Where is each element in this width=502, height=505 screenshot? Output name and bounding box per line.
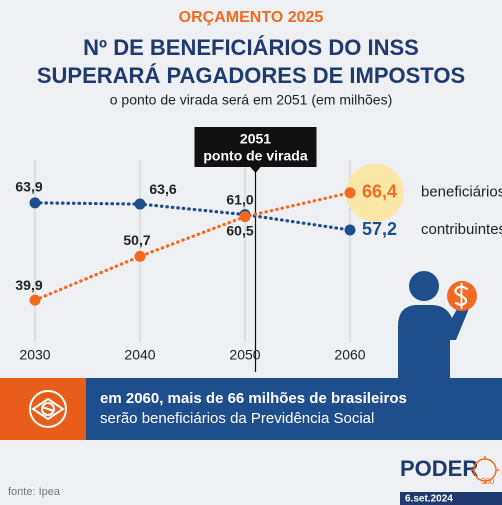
series-name: contribuintes	[421, 221, 502, 238]
annotation-pointer	[249, 166, 262, 173]
point	[134, 198, 146, 210]
subtitle: o ponto de virada será em 2051 (em milhõ…	[110, 92, 392, 108]
value-label: 50,7	[123, 232, 150, 248]
x-tick-label: 2060	[334, 347, 365, 363]
end-value-label: 57,2	[362, 219, 397, 239]
kicker: ORÇAMENTO 2025	[179, 9, 324, 26]
highlight	[346, 163, 404, 222]
value-label: 39,9	[15, 277, 42, 293]
series-line	[33, 201, 352, 232]
value-label: 61,0	[226, 191, 253, 207]
end-value-label: 66,4	[362, 181, 397, 201]
value-label: 60,5	[226, 222, 253, 238]
point	[344, 224, 356, 236]
value-label: 63,6	[149, 181, 176, 197]
x-tick-label: 2040	[124, 347, 155, 363]
x-tick-label: 2050	[229, 347, 260, 363]
x-tick-label: 2030	[19, 347, 50, 363]
brand-sun	[471, 456, 499, 484]
date-bar	[400, 492, 502, 505]
coin-icon	[447, 281, 477, 311]
point	[344, 187, 356, 199]
annotation-box	[194, 127, 317, 167]
point	[29, 294, 41, 306]
point	[134, 250, 146, 262]
source: fonte: Ipea	[8, 486, 61, 498]
brand-sub: 360	[481, 477, 495, 486]
value-label: 63,9	[15, 179, 42, 195]
point	[29, 197, 41, 209]
title-line: Nº DE BENEFICIÁRIOS DO INSS	[83, 35, 419, 60]
point	[239, 211, 251, 223]
brand: PODER	[400, 456, 478, 481]
title-line: SUPERARÁ PAGADORES DE IMPOSTOS	[37, 63, 465, 88]
date: 6.set.2024	[405, 494, 453, 505]
annotation-text: ponto de virada	[203, 148, 307, 164]
flag-icon	[29, 390, 67, 428]
banner-line: serão beneficiários da Previdência Socia…	[100, 410, 374, 427]
series-name: beneficiários	[421, 184, 502, 201]
person-icon	[398, 271, 470, 378]
banner-line: em 2060, mais de 66 milhões de brasileir…	[100, 390, 407, 407]
annotation-year: 2051	[240, 131, 271, 147]
series-line	[33, 191, 352, 302]
